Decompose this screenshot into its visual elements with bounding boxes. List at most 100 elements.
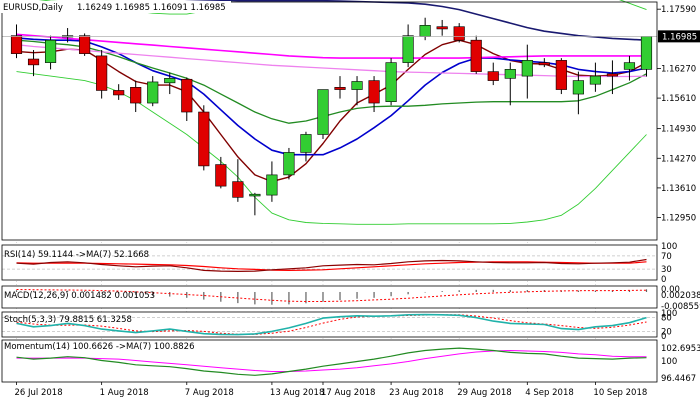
candle[interactable] — [385, 58, 397, 106]
oscillator-tick-label: 0 — [661, 332, 666, 342]
bull-candle-body — [164, 78, 176, 84]
bear-candle-body — [215, 164, 227, 187]
candle[interactable] — [232, 159, 244, 202]
ohlc-readout: 1.16249 1.16985 1.16091 1.16985 — [77, 3, 226, 13]
date-tick-label: 10 Sep 2018 — [593, 388, 647, 398]
date-tick-label: 23 Aug 2018 — [389, 388, 443, 398]
candle[interactable] — [521, 44, 533, 99]
momentum-panel[interactable] — [2, 340, 657, 382]
candle[interactable] — [249, 192, 261, 216]
bear-candle-body — [368, 80, 380, 104]
oscillator-tick-label: -0.0085595 — [661, 302, 700, 312]
candle[interactable] — [266, 161, 278, 202]
oscillator-tick-label: 0.0020386 — [661, 291, 700, 301]
macd-panel[interactable] — [2, 286, 657, 308]
momentum-ma-line — [16, 350, 647, 372]
price-axis: 1.17590 1.16270 1.15610 1.14930 1.14270 1.136… — [657, 5, 700, 384]
candle[interactable] — [368, 76, 380, 113]
bull-candle-body — [419, 25, 431, 37]
price-tick-label: 1.15610 — [661, 94, 696, 104]
candle[interactable] — [453, 23, 465, 43]
panel-frame — [1, 244, 658, 281]
bull-candle-body — [300, 134, 312, 153]
rsi-label: RSI(14) 59.1144 ->MA(7) 52.1668 — [4, 250, 149, 260]
date-tick-label: 4 Sep 2018 — [525, 388, 573, 398]
panel-frame — [1, 339, 658, 383]
candle[interactable] — [606, 60, 619, 95]
candle[interactable] — [504, 62, 516, 106]
price-plot-area[interactable] — [2, 2, 657, 240]
candle[interactable] — [317, 89, 329, 139]
oscillator-tick-label: 70 — [661, 252, 672, 262]
moving-average-violet — [16, 44, 647, 78]
candle[interactable] — [215, 156, 227, 189]
candle[interactable] — [27, 50, 40, 77]
candle[interactable] — [623, 55, 636, 81]
bear-candle-body — [10, 35, 23, 54]
bull-candle-body — [385, 62, 397, 102]
candle[interactable] — [487, 62, 499, 86]
oscillator-tick-label: 102.6953 — [661, 344, 700, 354]
candle[interactable] — [283, 147, 295, 180]
price-tick-label: 1.14270 — [661, 154, 696, 164]
candle[interactable] — [96, 50, 108, 99]
candle[interactable] — [44, 35, 57, 70]
date-tick-label: 13 Aug 2018 — [270, 388, 324, 398]
bear-candle-body — [606, 73, 619, 77]
candle[interactable] — [147, 76, 159, 107]
candle[interactable] — [470, 35, 482, 74]
moving-average-green — [16, 39, 647, 124]
candle[interactable] — [589, 62, 601, 92]
oscillator-tick-label: 20 — [661, 327, 672, 337]
bull-candle-body — [249, 193, 261, 197]
current-price-marker — [658, 30, 700, 43]
price-tick-label: 1.14930 — [661, 125, 696, 135]
bear-candle-body — [538, 62, 550, 66]
price-tick-label: 1.13610 — [661, 184, 696, 194]
bear-candle-body — [79, 35, 91, 54]
momentum-line — [16, 347, 647, 376]
candle[interactable] — [402, 24, 414, 68]
candle[interactable] — [351, 76, 363, 106]
bear-candle-body — [334, 87, 346, 90]
rsi-panel[interactable] — [2, 245, 657, 280]
bear-candle-body — [453, 26, 465, 41]
candle[interactable] — [10, 24, 23, 59]
candle[interactable] — [181, 77, 193, 121]
candle[interactable] — [130, 80, 142, 113]
candle[interactable] — [334, 76, 346, 99]
bull-candle-body — [572, 80, 584, 95]
date-tick-label: 17 Aug 2018 — [321, 388, 375, 398]
moving-average-navy — [184, 0, 647, 41]
oscillator-tick-label: 80 — [661, 314, 672, 324]
momentum-label: Momentum(14) 100.6626 ->MA(7) 100.8826 — [4, 342, 194, 352]
panel-frame — [1, 311, 658, 338]
candle[interactable] — [79, 33, 91, 56]
candle[interactable] — [538, 58, 550, 68]
bull-candle-body — [589, 75, 601, 85]
bull-candle-body — [504, 69, 516, 79]
price-plot[interactable] — [2, 0, 657, 240]
bull-candle-body — [317, 89, 329, 135]
candle[interactable] — [572, 71, 584, 115]
candle[interactable] — [436, 19, 448, 36]
bull-candle-body — [640, 36, 653, 70]
bear-candle-body — [436, 26, 448, 30]
bull-candle-body — [521, 60, 533, 77]
bull-candle-body — [266, 174, 278, 196]
candle[interactable] — [164, 72, 176, 95]
oscillator-tick-label: 0 — [661, 275, 666, 285]
macd-signal-line — [16, 289, 647, 302]
stochastic-panel[interactable] — [2, 312, 657, 337]
price-tick-label: 1.17590 — [661, 5, 696, 15]
candle[interactable] — [198, 105, 210, 171]
candle[interactable] — [300, 131, 312, 162]
bear-candle-body — [232, 181, 244, 198]
stoch-plot-area[interactable] — [2, 312, 657, 337]
oscillator-tick-label: 100 — [661, 242, 677, 252]
bull-candle-body — [283, 152, 295, 176]
candle[interactable] — [555, 58, 567, 95]
date-axis: 26 Jul 2018 1 Aug 2018 7 Aug 2018 13 Aug 20… — [15, 382, 647, 398]
candle[interactable] — [113, 84, 125, 100]
